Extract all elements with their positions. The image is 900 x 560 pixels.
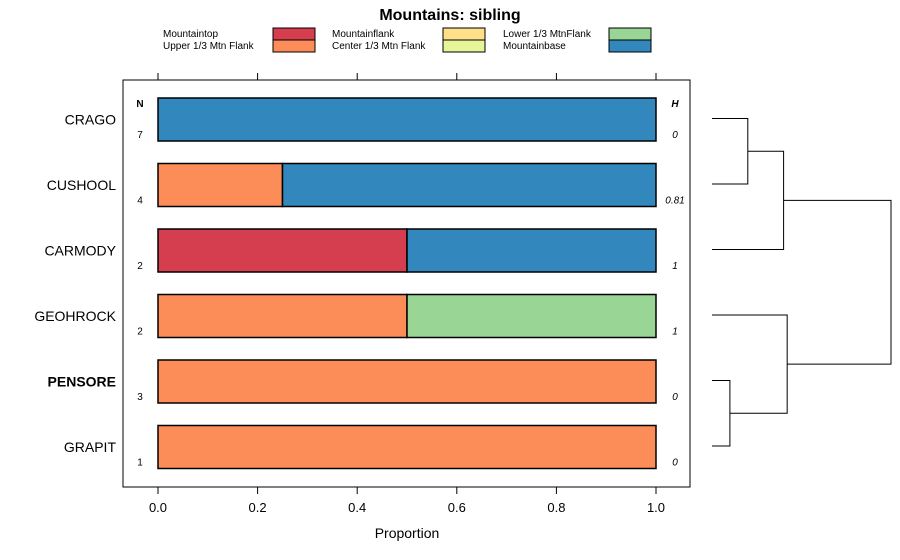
n-value-carmody: 2 [137,261,143,272]
bar-rows: CRAGO 7 0 CUSHOOL 4 0.81 CARMODY 2 1 GEOHROCK 2 1 PE… [34,97,685,470]
legend-label-mountaintop: Mountaintop [163,29,218,40]
legend-swatch-center-1-3-mtn-flank [442,39,486,53]
bar-segment-cushool-upper-1-3-mtn-flank [157,162,284,208]
n-value-pensore: 3 [137,392,143,403]
x-axis-label: Proportion [375,525,440,541]
n-value-crago: 7 [137,130,143,141]
legend-label-upper-1-3-mtn-flank: Upper 1/3 Mtn Flank [163,41,255,52]
category-label-pensore: PENSORE [48,374,116,390]
legend-swatch-mountainflank [442,27,486,41]
category-label-grapit: GRAPIT [64,439,117,455]
legend-label-mountainflank: Mountainflank [332,29,395,40]
x-tick-label: 0.2 [249,500,267,515]
n-value-cushool: 4 [137,196,143,207]
x-tick-label: 1.0 [647,500,665,515]
n-value-grapit: 1 [137,458,143,469]
h-header: H [671,99,679,110]
x-axis: 0.0 0.2 0.4 0.6 0.8 1.0 [149,73,665,515]
legend-label-center-1-3-mtn-flank: Center 1/3 Mtn Flank [332,41,426,52]
bar-segment-carmody-mountainbase [406,228,657,273]
bar-segment-geohrock-lower-1-3-mtnflank [406,293,657,339]
h-value-cushool: 0.81 [665,196,684,207]
legend-swatch-lower-1-3-mtnflank [608,27,652,41]
bar-segment-cushool-mountainbase [281,162,657,208]
dendrogram-link-2 [712,380,731,447]
legend-label-lower-1-3-mtnflank: Lower 1/3 MtnFlank [503,29,592,40]
x-tick-label: 0.0 [149,500,167,515]
plot-frame [122,79,691,488]
bar-segment-geohrock-upper-1-3-mtn-flank [157,293,408,339]
x-tick-label: 0.8 [547,500,565,515]
dendrogram-link-0 [712,118,749,185]
x-tick-label: 0.6 [448,500,466,515]
dendrogram [712,118,892,447]
n-value-geohrock: 2 [137,327,143,338]
category-label-crago: CRAGO [65,112,116,128]
category-label-carmody: CARMODY [44,243,116,259]
bar-segment-pensore-upper-1-3-mtn-flank [157,359,657,404]
bar-segment-carmody-mountaintop [157,228,408,273]
dendrogram-link-3 [712,314,788,414]
h-value-pensore: 0 [672,392,678,403]
legend-swatch-upper-1-3-mtn-flank [272,39,316,53]
dendrogram-link-4 [783,199,892,365]
category-label-cushool: CUSHOOL [47,177,116,193]
x-tick-label: 0.4 [348,500,366,515]
h-value-geohrock: 1 [672,327,678,338]
h-value-crago: 0 [672,130,678,141]
h-value-grapit: 0 [672,458,678,469]
legend-label-mountainbase: Mountainbase [503,41,566,52]
legend-swatch-mountainbase [608,39,652,53]
chart-title: Mountains: sibling [379,7,520,24]
bar-segment-crago-mountainbase [157,97,657,142]
legend-swatch-mountaintop [272,27,316,41]
h-value-carmody: 1 [672,261,678,272]
n-header: N [136,99,143,110]
bar-segment-grapit-upper-1-3-mtn-flank [157,424,657,470]
category-label-geohrock: GEOHROCK [34,308,116,324]
